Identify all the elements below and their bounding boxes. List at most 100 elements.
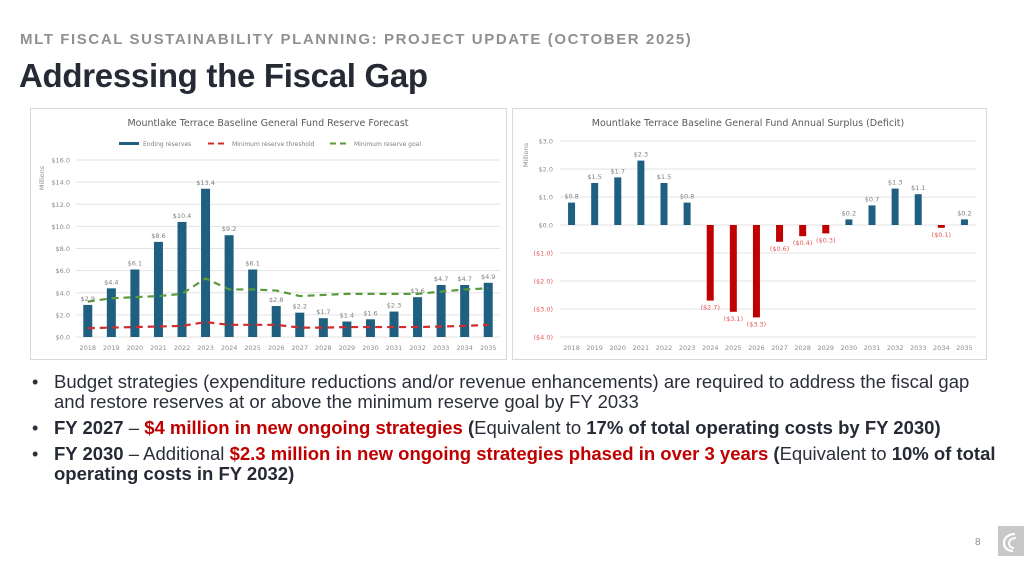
chart1-xtick-label: 2025 <box>244 344 261 352</box>
chart2-data-label: ($2.7) <box>700 304 720 312</box>
chart2-xtick-label: 2035 <box>956 344 973 352</box>
chart1-bar-ending-reserves <box>106 288 116 337</box>
chart2-data-label: $0.8 <box>564 193 578 201</box>
chart1-bar-ending-reserves <box>130 269 140 337</box>
bullet-text-segment: ( <box>462 417 475 438</box>
chart1-data-label: $2.9 <box>81 295 95 303</box>
chart1-line-minimum-reserve-goal <box>87 277 489 303</box>
chart2-bar-surplus <box>660 183 668 225</box>
chart2-xtick-label: 2023 <box>679 344 696 352</box>
chart1-data-label: $2.8 <box>269 296 283 304</box>
chart1-ytick-label: $8.0 <box>56 245 70 253</box>
chart2-xtick-label: 2034 <box>933 344 950 352</box>
chart2-data-label: $0.7 <box>865 195 879 203</box>
chart1-data-label: $2.3 <box>387 302 401 310</box>
chart2-bar-deficit <box>729 225 737 312</box>
chart2-xtick-label: 2020 <box>610 344 627 352</box>
bullet-text-segment: 17% of total operating costs by FY 2030) <box>586 417 941 438</box>
chart1-bar-ending-reserves <box>271 306 281 337</box>
chart1-xtick-label: 2020 <box>127 344 144 352</box>
chart1-bar-ending-reserves <box>436 285 446 337</box>
chart1-xtick-label: 2018 <box>80 344 97 352</box>
bullet-item: FY 2030 – Additional $2.3 million in new… <box>30 444 1000 484</box>
chart1-data-label: $1.4 <box>340 312 354 320</box>
chart2-data-label: ($0.6) <box>770 245 790 253</box>
chart2-xtick-label: 2032 <box>887 344 904 352</box>
chart2-data-label: ($3.1) <box>724 315 744 323</box>
chart1-ytick-label: $6.0 <box>56 267 70 275</box>
chart1-xtick-label: 2035 <box>480 344 497 352</box>
bullet-text-segment: – <box>123 417 145 438</box>
chart1-title: Mountlake Terrace Baseline General Fund … <box>127 118 408 129</box>
chart1-bar-ending-reserves <box>177 221 187 337</box>
chart1-xtick-label: 2027 <box>292 344 309 352</box>
bullet-text-segment: FY 2030 <box>54 443 124 464</box>
chart2-xtick-label: 2019 <box>586 344 603 352</box>
chart2-xtick-label: 2025 <box>725 344 742 352</box>
chart2-xtick-label: 2031 <box>864 344 881 352</box>
chart1-bar-ending-reserves <box>201 188 211 337</box>
chart2-xtick-label: 2033 <box>910 344 927 352</box>
chart2-data-label: $0.8 <box>680 193 694 201</box>
chart2-xtick-label: 2028 <box>794 344 811 352</box>
chart1-data-label: $6.1 <box>128 260 142 268</box>
chart2-xtick-label: 2030 <box>841 344 858 352</box>
chart2-ytick-label: ($4.0) <box>533 334 553 342</box>
chart1-data-label: $2.2 <box>293 303 307 311</box>
legend-label-ending-reserves: Ending reserves <box>143 141 191 148</box>
chart2-bar-deficit <box>822 225 830 234</box>
chart1-bar-ending-reserves <box>413 297 423 337</box>
chart1-bar-ending-reserves <box>83 304 93 337</box>
chart2-ytick-label: ($1.0) <box>533 250 553 258</box>
bullet-text-segment: Equivalent to <box>779 443 892 464</box>
chart1-xtick-label: 2022 <box>174 344 191 352</box>
swirl-logo-icon <box>998 526 1024 556</box>
chart2-bar-surplus <box>891 188 899 225</box>
chart2-bar-surplus <box>683 202 691 225</box>
chart1-ytick-label: $2.0 <box>56 311 70 319</box>
chart1-bar-ending-reserves <box>389 311 399 337</box>
chart2-bar-deficit <box>799 225 807 237</box>
bullet-text-segment: ( <box>768 443 780 464</box>
chart2-data-label: $1.1 <box>911 184 925 192</box>
chart1-xtick-label: 2033 <box>433 344 450 352</box>
chart1-legend: Ending reserves Minimum reserve threshol… <box>119 141 421 148</box>
chart1-data-label: $8.6 <box>151 232 165 240</box>
chart1-bar-ending-reserves <box>248 269 258 337</box>
chart2-bar-surplus <box>614 177 622 225</box>
chart1-data-label: $1.6 <box>363 309 377 317</box>
chart1-ytick-label: $4.0 <box>56 289 70 297</box>
chart1-data-label: $10.4 <box>173 212 192 220</box>
chart2-bar-surplus <box>845 219 853 225</box>
chart2-xtick-label: 2024 <box>702 344 719 352</box>
chart1-xtick-label: 2021 <box>150 344 167 352</box>
chart1-bar-ending-reserves <box>365 319 375 337</box>
chart1-bar-ending-reserves <box>342 321 352 337</box>
chart2-xtick-label: 2027 <box>771 344 788 352</box>
chart1-data-label: $4.9 <box>481 273 495 281</box>
chart1-data-label: $13.4 <box>196 179 215 187</box>
chart1-data-label: $4.7 <box>434 275 448 283</box>
chart1-data-label: $4.4 <box>104 278 118 286</box>
chart2-bar-surplus <box>914 194 922 225</box>
chart2-bar-surplus <box>960 219 968 225</box>
chart2-bar-deficit <box>706 225 714 301</box>
chart2-bar-surplus <box>568 202 576 225</box>
chart2-xtick-label: 2026 <box>748 344 765 352</box>
chart2-ylabel: Millions <box>522 142 530 167</box>
chart2-ytick-label: ($3.0) <box>533 306 553 314</box>
chart2-ytick-label: $2.0 <box>539 166 553 174</box>
chart1-xtick-label: 2030 <box>362 344 379 352</box>
chart1-bar-ending-reserves <box>460 285 470 337</box>
chart1-data-label: $3.6 <box>410 287 424 295</box>
page-number: 8 <box>975 537 981 548</box>
chart1-xtick-label: 2032 <box>409 344 426 352</box>
chart1-bar-ending-reserves <box>153 241 163 337</box>
legend-label-threshold: Minimum reserve threshold <box>232 141 315 148</box>
chart2-xtick-label: 2029 <box>818 344 835 352</box>
chart2-data-label: ($0.3) <box>816 236 836 244</box>
chart1-xtick-label: 2019 <box>103 344 120 352</box>
chart2-bar-surplus <box>591 183 599 225</box>
chart2-xtick-label: 2018 <box>563 344 580 352</box>
chart2-xtick-label: 2021 <box>633 344 650 352</box>
